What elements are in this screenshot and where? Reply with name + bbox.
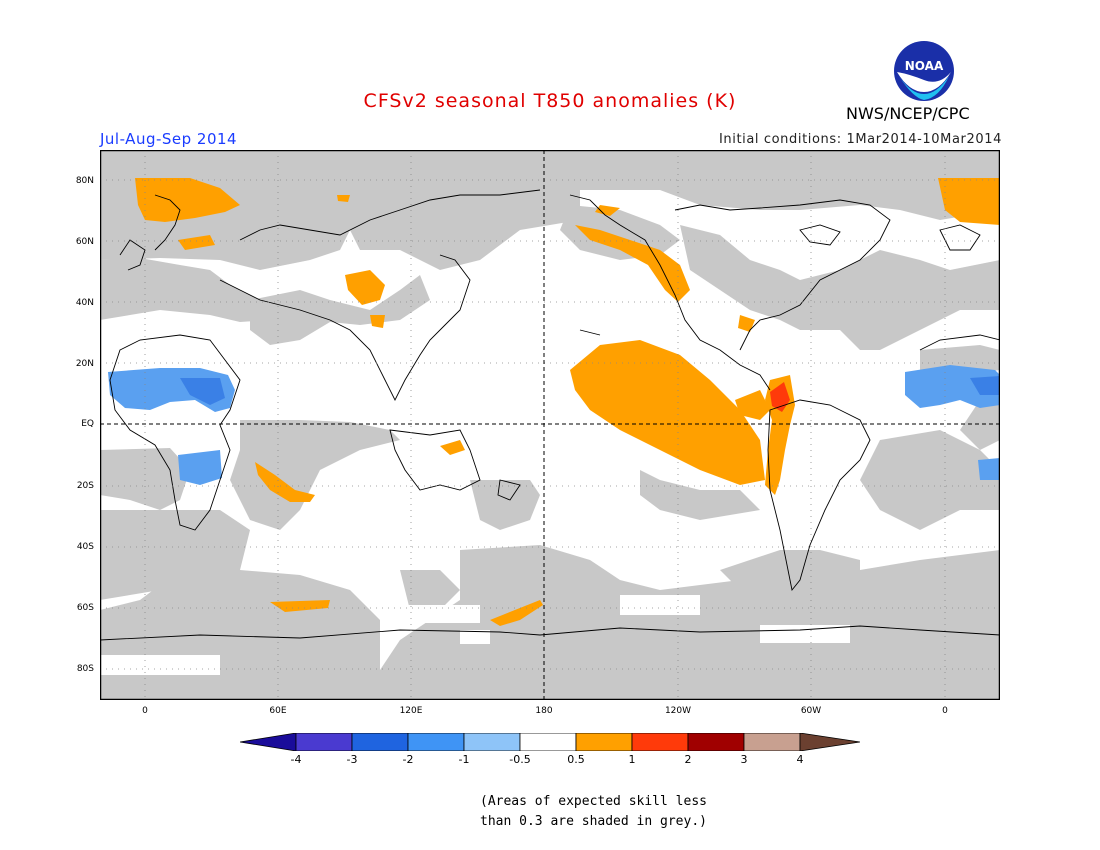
graticule xyxy=(100,150,1000,700)
anomaly-map xyxy=(100,150,1000,700)
lon-label: 120E xyxy=(399,706,423,716)
agency-label: NWS/NCEP/CPC xyxy=(846,104,970,123)
lon-label: 0 xyxy=(942,706,948,716)
map-title: CFSv2 seasonal T850 anomalies (K) xyxy=(363,90,737,112)
colorbar-label: -1 xyxy=(458,753,470,766)
lat-label: EQ xyxy=(81,419,94,429)
coastlines xyxy=(100,189,1000,641)
colorbar-label: 3 xyxy=(740,753,748,766)
lat-label: 20N xyxy=(75,359,94,369)
colorbar-label: 0.5 xyxy=(567,753,585,766)
positive-anomaly-areas xyxy=(135,178,1000,626)
lon-label: 180 xyxy=(535,706,553,716)
skill-note: (Areas of expected skill less than 0.3 a… xyxy=(480,792,707,832)
svg-text:NOAA: NOAA xyxy=(905,59,944,73)
lon-label: 60E xyxy=(269,706,287,716)
lat-label: 40N xyxy=(75,298,94,308)
colorbar-label: 4 xyxy=(796,753,804,766)
skill-note-line-1: (Areas of expected skill less xyxy=(480,794,707,809)
colorbar-label: -3 xyxy=(346,753,358,766)
colorbar-label: -2 xyxy=(402,753,414,766)
lat-label: 80S xyxy=(76,664,94,674)
lat-label: 60S xyxy=(76,603,94,613)
initial-conditions: Initial conditions: 1Mar2014-10Mar2014 xyxy=(718,132,1002,147)
colorbar-label: -0.5 xyxy=(509,753,531,766)
lon-label: 0 xyxy=(142,706,148,716)
lon-label: 60W xyxy=(800,706,822,716)
lon-label: 120W xyxy=(664,706,692,716)
colorbar-label: 1 xyxy=(628,753,636,766)
colorbar-label: 2 xyxy=(684,753,692,766)
lat-label: 40S xyxy=(76,542,94,552)
lat-label: 80N xyxy=(75,176,94,186)
lat-label: 20S xyxy=(76,481,94,491)
lat-label: 60N xyxy=(75,237,94,247)
noaa-logo-icon: NOAA xyxy=(894,41,954,101)
skill-note-line-2: than 0.3 are shaded in grey.) xyxy=(480,814,707,829)
low-skill-shading xyxy=(100,150,1000,700)
colorbar xyxy=(240,733,860,751)
forecast-period: Jul-Aug-Sep 2014 xyxy=(100,130,238,148)
colorbar-label: -4 xyxy=(290,753,302,766)
